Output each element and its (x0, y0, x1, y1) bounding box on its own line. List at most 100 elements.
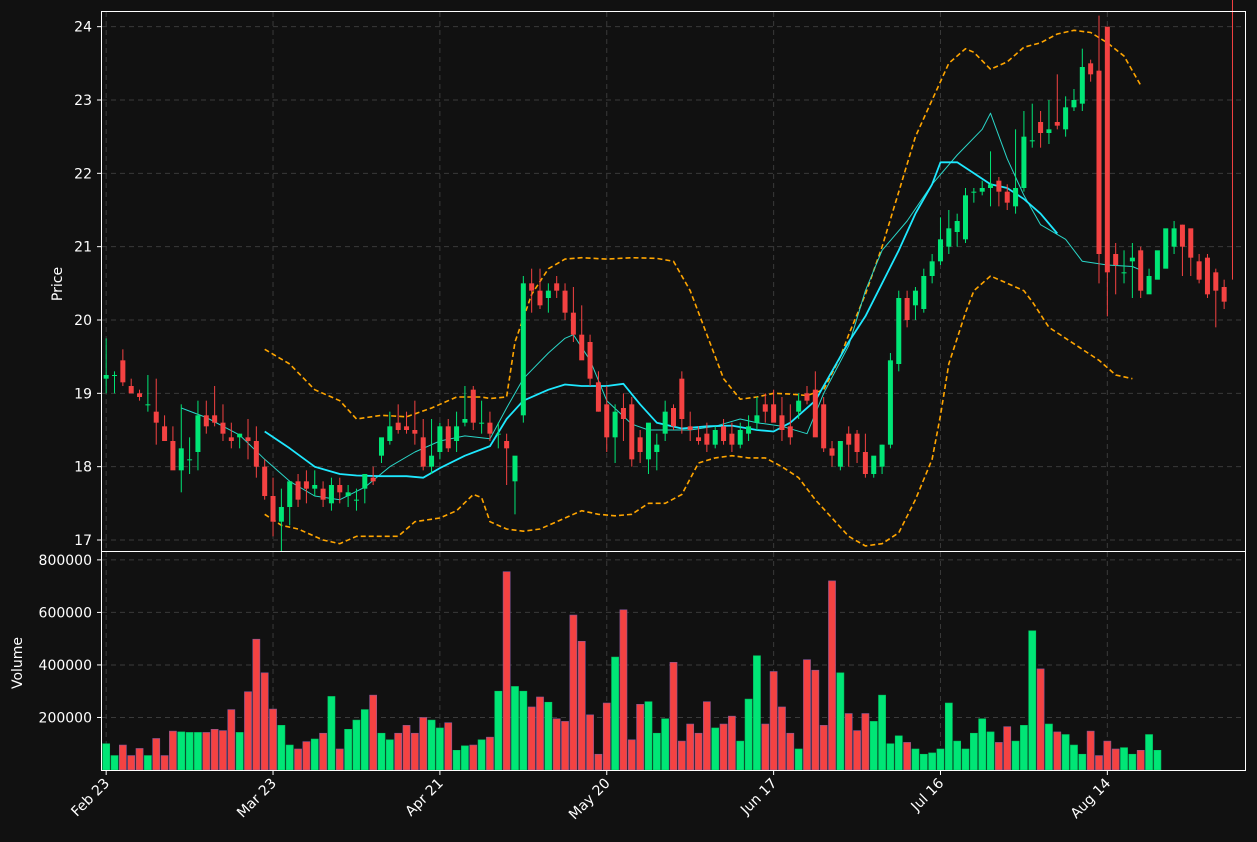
candle-body (162, 426, 168, 441)
candle-body (1138, 250, 1144, 291)
price-tick-label: 17 (74, 533, 92, 549)
volume-bar (419, 717, 428, 771)
candle-body (946, 228, 952, 247)
candle-body (804, 393, 810, 401)
volume-bar (294, 748, 302, 771)
candle-body (420, 437, 426, 467)
price-panel: 17 18 19 20 21 22 23 24 Price (50, 0, 1246, 552)
volume-bar (344, 728, 352, 771)
volume-bar (569, 614, 578, 771)
volume-bar (986, 731, 995, 771)
candle-body (604, 404, 610, 438)
candle-body (787, 426, 793, 438)
volume-bar (319, 732, 327, 771)
ma-slow-line (264, 161, 1058, 479)
candle-body (1146, 276, 1152, 295)
candle-body (988, 184, 994, 188)
candle-body (587, 342, 593, 379)
volume-bar (794, 748, 803, 771)
candle-body (979, 188, 985, 192)
volume-bar (1153, 750, 1162, 771)
volume-bar (1095, 755, 1103, 771)
candle-body (1213, 272, 1219, 291)
candle-body (1029, 140, 1035, 142)
volume-bar (636, 704, 644, 771)
candle-body (912, 290, 918, 306)
volume-bar (978, 718, 987, 771)
candle-body (971, 191, 977, 193)
volume-bar (252, 638, 261, 771)
candles (103, 0, 1233, 551)
candle-body (687, 426, 693, 430)
volume-bar (886, 743, 895, 771)
candle-body (1079, 67, 1085, 104)
candle-body (896, 298, 902, 364)
volume-bar (878, 694, 886, 771)
candle-body (796, 400, 802, 412)
volume-bar (511, 686, 519, 771)
volume-bar (677, 740, 686, 771)
volume-bar (185, 732, 194, 771)
bollinger-bands (264, 29, 1142, 547)
volume-bar (1120, 747, 1128, 771)
candle-body (1096, 70, 1102, 255)
candle-body (1113, 254, 1119, 265)
candle-body (112, 375, 118, 376)
candle-body (1088, 63, 1094, 75)
candle-body (462, 419, 468, 423)
volume-bar (194, 732, 202, 771)
volume-bar (411, 732, 419, 771)
candle-body (670, 408, 677, 427)
volume-bar (519, 690, 528, 771)
price-tick-label: 19 (74, 386, 92, 402)
volume-bar (561, 721, 569, 771)
candle-body (537, 290, 543, 306)
candle-body (762, 404, 768, 412)
candle-body (654, 444, 660, 452)
candle-body (228, 437, 234, 441)
volume-bar (444, 722, 453, 771)
candle-body (137, 393, 143, 397)
candle-body (1179, 224, 1185, 247)
volume-bar (1011, 740, 1020, 771)
x-tick-label: May 20 (566, 776, 614, 824)
volume-bar (127, 755, 136, 771)
volume-tick-label: 800000 (39, 553, 92, 569)
volume-bar (135, 748, 144, 771)
volume-bar (461, 745, 469, 771)
volume-tick-label: 600000 (39, 605, 92, 621)
volume-bar (360, 709, 369, 771)
price-tick-label: 22 (74, 166, 92, 182)
candle-body (103, 375, 109, 379)
candle-body (378, 437, 384, 456)
candle-body (412, 430, 418, 434)
candle-body (1104, 26, 1110, 273)
volume-bar (686, 723, 695, 771)
candle-body (1221, 287, 1227, 302)
candle-body (262, 466, 268, 496)
volume-bar (861, 713, 870, 771)
candle-body (1054, 122, 1060, 126)
candle-body (904, 298, 910, 320)
candle-body (846, 433, 852, 445)
volume-bar (102, 743, 111, 771)
volume-bar (1128, 753, 1137, 771)
moving-averages (181, 112, 1141, 501)
candle-body (862, 452, 868, 474)
volume-bar (369, 694, 377, 771)
candle-body (963, 195, 969, 240)
volume-bar (1036, 668, 1045, 771)
candle-body (954, 221, 960, 232)
candle-body (937, 239, 943, 262)
volume-bar (494, 690, 503, 771)
candle-body (696, 437, 702, 441)
volume-bar (928, 752, 936, 771)
candle-body (1204, 257, 1210, 295)
volume-bar (244, 691, 252, 771)
candle-body (253, 441, 259, 467)
candle-body (1021, 136, 1027, 188)
volume-bar (778, 706, 786, 771)
volume-bar (169, 730, 177, 771)
candle-body (387, 426, 393, 441)
volume-bar (160, 755, 169, 771)
